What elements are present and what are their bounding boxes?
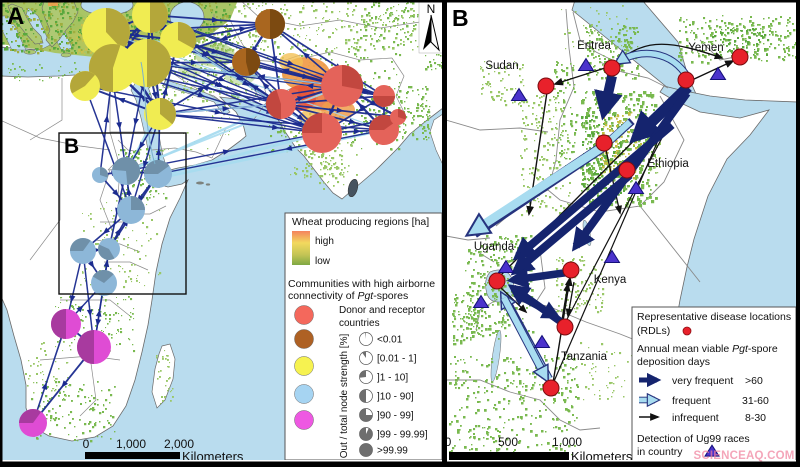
svg-text:500: 500 bbox=[498, 435, 518, 449]
svg-text:Detection of Ug99 races: Detection of Ug99 races bbox=[637, 433, 750, 445]
svg-text:0: 0 bbox=[83, 437, 90, 451]
svg-text:]1 - 10]: ]1 - 10] bbox=[377, 373, 408, 384]
svg-text:Annual mean viable Pgt-spore: Annual mean viable Pgt-spore bbox=[637, 343, 778, 355]
svg-text:Eritrea: Eritrea bbox=[577, 40, 611, 52]
svg-text:Yemen: Yemen bbox=[688, 42, 723, 54]
svg-text:Ethiopia: Ethiopia bbox=[647, 158, 689, 170]
svg-text:B: B bbox=[452, 5, 469, 31]
svg-text:Sudan: Sudan bbox=[485, 60, 518, 72]
svg-text:in country: in country bbox=[637, 446, 683, 458]
svg-text:very frequent: very frequent bbox=[672, 375, 733, 387]
svg-text:high: high bbox=[315, 236, 334, 247]
svg-text:connectivity of Pgt-spores: connectivity of Pgt-spores bbox=[288, 290, 408, 302]
svg-text:frequent: frequent bbox=[672, 395, 711, 407]
svg-text:A: A bbox=[7, 3, 24, 30]
svg-text:Representative disease locatio: Representative disease locations bbox=[637, 311, 791, 323]
svg-text:Out / total node strength [%]: Out / total node strength [%] bbox=[339, 334, 350, 459]
svg-text:(RDLs): (RDLs) bbox=[637, 325, 670, 337]
svg-text:Tanzania: Tanzania bbox=[561, 351, 608, 363]
svg-text:]90 - 99]: ]90 - 99] bbox=[377, 411, 414, 422]
svg-text:>60: >60 bbox=[745, 375, 763, 387]
svg-text:[0.01 - 1]: [0.01 - 1] bbox=[377, 354, 417, 365]
svg-text:8-30: 8-30 bbox=[745, 412, 766, 424]
svg-text:1,000: 1,000 bbox=[116, 437, 146, 451]
svg-text:31-60: 31-60 bbox=[742, 395, 769, 407]
svg-text:]10 - 90]: ]10 - 90] bbox=[377, 392, 414, 403]
svg-text:Kilometers: Kilometers bbox=[571, 449, 633, 464]
svg-text:countries: countries bbox=[339, 318, 380, 329]
svg-text:>99.99: >99.99 bbox=[377, 446, 408, 457]
svg-text:2,000: 2,000 bbox=[164, 437, 194, 451]
svg-text:Communities with high airborne: Communities with high airborne bbox=[288, 278, 435, 290]
svg-text:Kilometers: Kilometers bbox=[182, 449, 244, 464]
svg-text:Kenya: Kenya bbox=[594, 274, 627, 286]
svg-text:SCIENCEAQ.COM: SCIENCEAQ.COM bbox=[694, 450, 795, 462]
svg-text:low: low bbox=[315, 256, 331, 267]
svg-text:deposition days: deposition days bbox=[637, 356, 710, 368]
svg-text:Donor and receptor: Donor and receptor bbox=[339, 305, 426, 316]
svg-text:]99 - 99.99]: ]99 - 99.99] bbox=[377, 430, 428, 441]
svg-text:Uganda: Uganda bbox=[474, 241, 515, 253]
svg-text:Wheat producing regions [ha]: Wheat producing regions [ha] bbox=[292, 216, 429, 228]
svg-text:0: 0 bbox=[445, 435, 452, 449]
svg-text:1,000: 1,000 bbox=[552, 435, 582, 449]
svg-text:<0.01: <0.01 bbox=[377, 335, 403, 346]
svg-text:infrequent: infrequent bbox=[672, 412, 719, 424]
svg-text:N: N bbox=[427, 2, 436, 16]
svg-text:B: B bbox=[64, 135, 79, 158]
